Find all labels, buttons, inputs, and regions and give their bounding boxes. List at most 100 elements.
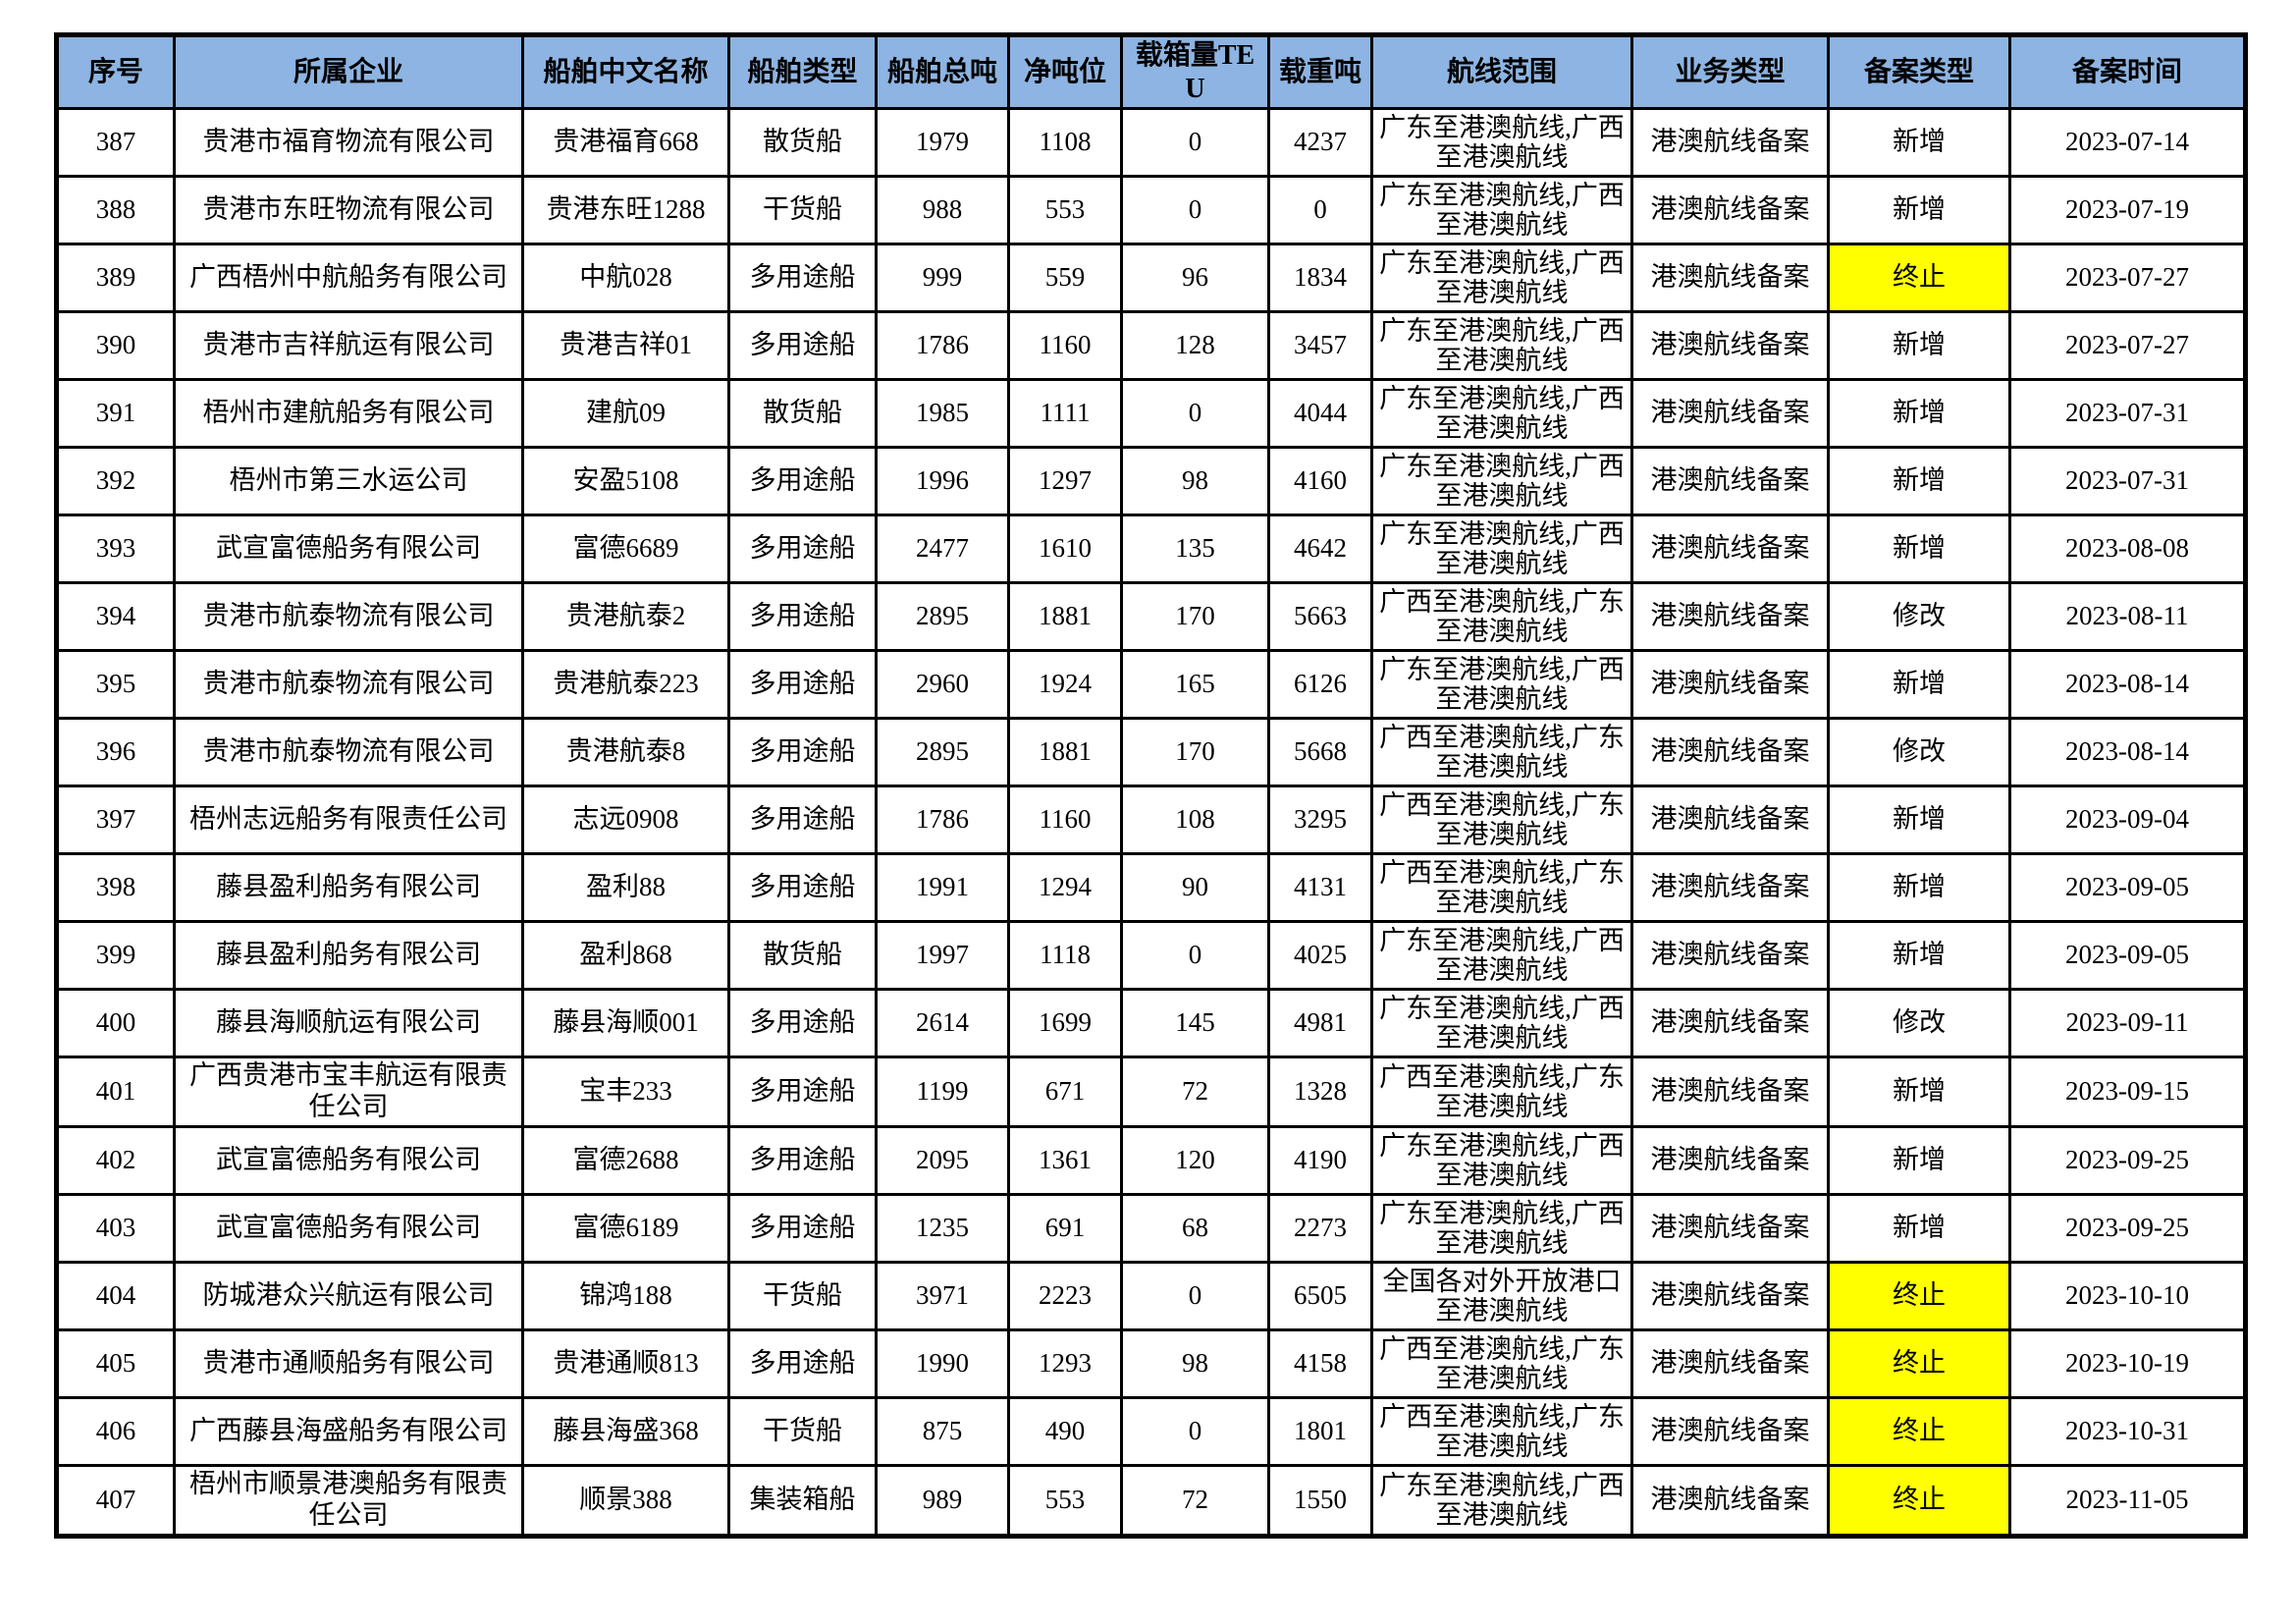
cell-business_type: 港澳航线备案 — [1630, 1056, 1830, 1128]
cell-ship_type: 散货船 — [727, 378, 878, 450]
cell-ship_name: 盈利868 — [521, 920, 730, 992]
cell-business_type: 港澳航线备案 — [1630, 581, 1830, 653]
cell-net_tonnage: 2223 — [1007, 1260, 1123, 1331]
cell-deadweight: 5668 — [1267, 717, 1373, 788]
table-row: 399 藤县盈利船务有限公司 盈利868 散货船 1997 1118 0 4025 广东至港澳航… — [55, 920, 2247, 992]
cell-seq: 395 — [55, 649, 176, 721]
cell-company: 贵港市吉祥航运有限公司 — [173, 310, 524, 382]
cell-filing_date: 2023-07-31 — [2008, 378, 2247, 450]
cell-filing_type: 新增 — [1827, 514, 2011, 585]
cell-company: 武宣富德船务有限公司 — [173, 514, 524, 585]
column-header-company: 所属企业 — [173, 32, 524, 111]
cell-teu: 0 — [1120, 1395, 1270, 1467]
cell-ship_type: 多用途船 — [727, 717, 878, 788]
column-header-filing_type: 备案类型 — [1827, 32, 2011, 111]
cell-net_tonnage: 1881 — [1007, 717, 1123, 788]
cell-net_tonnage: 553 — [1007, 175, 1123, 246]
cell-route: 广东至港澳航线,广西至港澳航线 — [1370, 107, 1633, 179]
cell-ship_name: 富德2688 — [521, 1124, 730, 1196]
cell-ship_type: 多用途船 — [727, 785, 878, 856]
cell-route: 广东至港澳航线,广西至港澳航线 — [1370, 243, 1633, 314]
table-row: 406 广西藤县海盛船务有限公司 藤县海盛368 干货船 875 490 0 1801 广西至港… — [55, 1395, 2247, 1467]
cell-filing_date: 2023-09-05 — [2008, 920, 2247, 992]
cell-filing_date: 2023-09-15 — [2008, 1056, 2247, 1128]
cell-filing_type: 新增 — [1827, 852, 2011, 924]
cell-route: 广东至港澳航线,广西至港澳航线 — [1370, 920, 1633, 992]
cell-ship_type: 多用途船 — [727, 310, 878, 382]
cell-filing_date: 2023-08-08 — [2008, 514, 2247, 585]
cell-ship_type: 多用途船 — [727, 514, 878, 585]
cell-filing_type: 修改 — [1827, 988, 2011, 1059]
cell-gross_tonnage: 1786 — [875, 310, 1010, 382]
cell-filing_date: 2023-08-14 — [2008, 717, 2247, 788]
cell-business_type: 港澳航线备案 — [1630, 1395, 1830, 1467]
cell-teu: 0 — [1120, 107, 1270, 179]
cell-teu: 0 — [1120, 175, 1270, 246]
cell-gross_tonnage: 875 — [875, 1395, 1010, 1467]
cell-filing_date: 2023-11-05 — [2008, 1463, 2247, 1538]
cell-deadweight: 1834 — [1267, 243, 1373, 314]
header-row: 序号 所属企业 船舶中文名称 船舶类型 船舶总吨 净吨位 载箱量TEU 载重吨 航线范围 业务类型… — [55, 32, 2247, 111]
table-row: 391 梧州市建航船务有限公司 建航09 散货船 1985 1111 0 4044 广东至港澳航… — [55, 378, 2247, 450]
cell-deadweight: 4044 — [1267, 378, 1373, 450]
cell-company: 梧州市第三水运公司 — [173, 446, 524, 517]
cell-route: 广东至港澳航线,广西至港澳航线 — [1370, 446, 1633, 517]
cell-net_tonnage: 1297 — [1007, 446, 1123, 517]
table-row: 396 贵港市航泰物流有限公司 贵港航泰8 多用途船 2895 1881 170 5668 广西… — [55, 717, 2247, 788]
cell-filing_type: 新增 — [1827, 785, 2011, 856]
cell-route: 广东至港澳航线,广西至港澳航线 — [1370, 378, 1633, 450]
cell-business_type: 港澳航线备案 — [1630, 649, 1830, 721]
cell-seq: 404 — [55, 1260, 176, 1331]
cell-ship_name: 锦鸿188 — [521, 1260, 730, 1331]
table-row: 388 贵港市东旺物流有限公司 贵港东旺1288 干货船 988 553 0 0 广东至港澳航线… — [55, 175, 2247, 246]
cell-seq: 388 — [55, 175, 176, 246]
cell-ship_name: 贵港福育668 — [521, 107, 730, 179]
cell-ship_type: 干货船 — [727, 1260, 878, 1331]
cell-net_tonnage: 1293 — [1007, 1327, 1123, 1399]
cell-filing_date: 2023-10-19 — [2008, 1327, 2247, 1399]
cell-ship_type: 多用途船 — [727, 852, 878, 924]
cell-filing_date: 2023-08-14 — [2008, 649, 2247, 721]
cell-filing_date: 2023-09-11 — [2008, 988, 2247, 1059]
cell-route: 广东至港澳航线,广西至港澳航线 — [1370, 649, 1633, 721]
cell-ship_name: 藤县海盛368 — [521, 1395, 730, 1467]
cell-company: 广西梧州中航船务有限公司 — [173, 243, 524, 314]
cell-teu: 170 — [1120, 717, 1270, 788]
cell-business_type: 港澳航线备案 — [1630, 785, 1830, 856]
cell-filing_date: 2023-10-31 — [2008, 1395, 2247, 1467]
cell-deadweight: 4981 — [1267, 988, 1373, 1059]
cell-route: 广西至港澳航线,广东至港澳航线 — [1370, 1327, 1633, 1399]
cell-ship_type: 多用途船 — [727, 243, 878, 314]
cell-seq: 391 — [55, 378, 176, 450]
cell-business_type: 港澳航线备案 — [1630, 1124, 1830, 1196]
cell-route: 广东至港澳航线,广西至港澳航线 — [1370, 1124, 1633, 1196]
cell-filing_date: 2023-07-31 — [2008, 446, 2247, 517]
table-row: 393 武宣富德船务有限公司 富德6689 多用途船 2477 1610 135 4642 广东… — [55, 514, 2247, 585]
cell-gross_tonnage: 1199 — [875, 1056, 1010, 1128]
cell-filing_date: 2023-09-05 — [2008, 852, 2247, 924]
cell-filing_type: 新增 — [1827, 175, 2011, 246]
cell-gross_tonnage: 2895 — [875, 717, 1010, 788]
cell-filing_type: 新增 — [1827, 310, 2011, 382]
cell-seq: 396 — [55, 717, 176, 788]
cell-net_tonnage: 490 — [1007, 1395, 1123, 1467]
column-header-ship_name: 船舶中文名称 — [521, 32, 730, 111]
column-header-deadweight: 载重吨 — [1267, 32, 1373, 111]
cell-route: 广西至港澳航线,广东至港澳航线 — [1370, 1056, 1633, 1128]
cell-net_tonnage: 1610 — [1007, 514, 1123, 585]
table-row: 400 藤县海顺航运有限公司 藤县海顺001 多用途船 2614 1699 145 4981 广… — [55, 988, 2247, 1059]
table-row: 390 贵港市吉祥航运有限公司 贵港吉祥01 多用途船 1786 1160 128 3457 广… — [55, 310, 2247, 382]
cell-route: 广东至港澳航线,广西至港澳航线 — [1370, 1192, 1633, 1264]
cell-gross_tonnage: 3971 — [875, 1260, 1010, 1331]
cell-business_type: 港澳航线备案 — [1630, 1260, 1830, 1331]
cell-ship_name: 贵港吉祥01 — [521, 310, 730, 382]
cell-filing_type: 新增 — [1827, 107, 2011, 179]
cell-gross_tonnage: 1996 — [875, 446, 1010, 517]
cell-filing_type: 终止 — [1827, 243, 2011, 314]
cell-company: 贵港市航泰物流有限公司 — [173, 581, 524, 653]
table-row: 394 贵港市航泰物流有限公司 贵港航泰2 多用途船 2895 1881 170 5663 广西… — [55, 581, 2247, 653]
cell-teu: 170 — [1120, 581, 1270, 653]
cell-deadweight: 6126 — [1267, 649, 1373, 721]
cell-seq: 400 — [55, 988, 176, 1059]
cell-ship_type: 多用途船 — [727, 581, 878, 653]
